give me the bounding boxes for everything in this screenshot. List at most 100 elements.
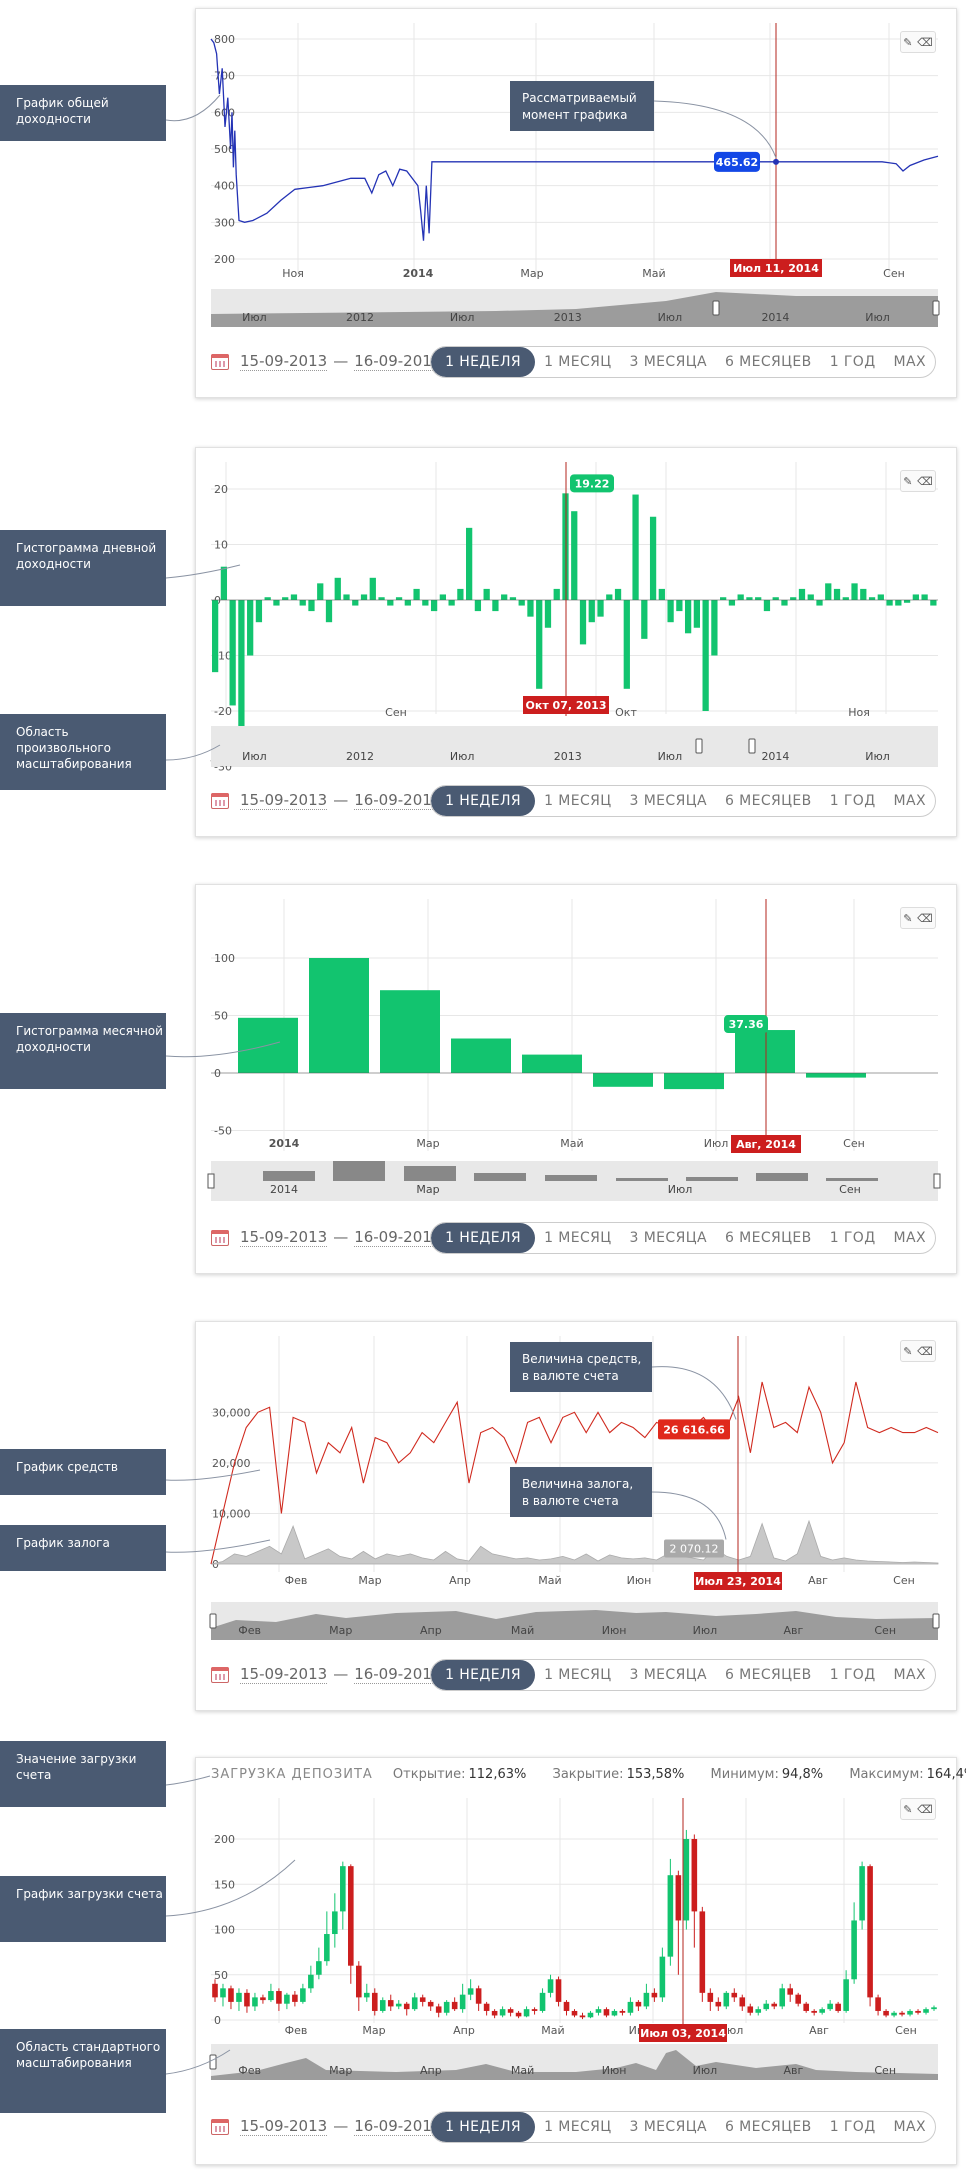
period-max[interactable]: MAX <box>893 2119 926 2135</box>
date-from[interactable]: 15-09-2013 <box>240 2117 328 2136</box>
date-from[interactable]: 15-09-2013 <box>240 791 328 810</box>
navigator-label: Июл <box>865 750 890 763</box>
callout-text: Гистограмма месячной доходности <box>16 1024 163 1054</box>
calendar-icon[interactable] <box>211 1667 229 1683</box>
period-6-months[interactable]: 6 МЕСЯЦЕВ <box>724 793 812 809</box>
candle-body <box>316 1961 322 1975</box>
period-1-year[interactable]: 1 ГОД <box>829 354 876 370</box>
period-6-months[interactable]: 6 МЕСЯЦЕВ <box>724 1667 812 1683</box>
period-1-year[interactable]: 1 ГОД <box>829 1230 876 1246</box>
date-from[interactable]: 15-09-2013 <box>240 1665 328 1684</box>
calendar-icon[interactable] <box>211 1230 229 1246</box>
eraser-icon[interactable]: ⌫ <box>917 35 933 49</box>
chart-footer: 15-09-2013 — 16-09-2014 1 НЕДЕЛЯ 1 МЕСЯЦ 3 М… <box>211 784 936 817</box>
deposit-load-chart[interactable]: 200 150 100 50 0 Фев Мар Апр Май Июн Июл Авг Сен Июл … <box>196 1758 958 2118</box>
period-1-month[interactable]: 1 МЕСЯЦ <box>544 1667 612 1683</box>
candle-body <box>595 2009 602 2013</box>
x-tick-label: Фев <box>285 2024 308 2037</box>
candle-body <box>547 1979 554 1993</box>
funds-chart[interactable]: 30,000 20,000 10,000 0 Фев Мар Апр Май Июн Июл Авг… <box>196 1322 958 1662</box>
candle-body <box>499 2009 506 2016</box>
date-from[interactable]: 15-09-2013 <box>240 1228 328 1247</box>
period-max[interactable]: MAX <box>893 1667 926 1683</box>
candle-body <box>803 2003 809 2011</box>
eraser-icon[interactable]: ⌫ <box>917 474 933 488</box>
candle-body <box>324 1934 330 1962</box>
date-to[interactable]: 16-09-2014 <box>354 1228 442 1247</box>
monthly-return-chart[interactable]: 100 50 0 -50 2014 Мар Май Июл Сен 37.36 Авг, 2014 2… <box>196 885 958 1225</box>
collateral-value-text: 2 070.12 <box>670 1543 719 1556</box>
period-1-week[interactable]: 1 НЕДЕЛЯ <box>431 1660 536 1690</box>
period-max[interactable]: MAX <box>893 1230 926 1246</box>
candle-body <box>787 1988 793 1995</box>
date-from[interactable]: 15-09-2013 <box>240 352 328 371</box>
pencil-icon[interactable]: ✎ <box>903 1802 913 1816</box>
daily-return-bar <box>334 577 341 600</box>
min-value: 94,8% <box>781 1767 824 1782</box>
period-3-months[interactable]: 3 МЕСЯЦА <box>629 1230 707 1246</box>
period-max[interactable]: MAX <box>893 793 926 809</box>
total-return-panel: 800 700 600 500 400 300 200 Ноя 2014 Мар Май Сен 465… <box>195 8 957 398</box>
period-1-month[interactable]: 1 МЕСЯЦ <box>544 2119 612 2135</box>
period-1-month[interactable]: 1 МЕСЯЦ <box>544 1230 612 1246</box>
period-1-year[interactable]: 1 ГОД <box>829 1667 876 1683</box>
open-label: Открытие: <box>392 1767 466 1782</box>
x-tick-label: Авг <box>808 1574 828 1587</box>
annotation-box <box>510 81 654 131</box>
date-to[interactable]: 16-09-2014 <box>354 2117 442 2136</box>
period-1-week[interactable]: 1 НЕДЕЛЯ <box>431 347 536 377</box>
eraser-icon[interactable]: ⌫ <box>917 911 933 925</box>
period-1-week[interactable]: 1 НЕДЕЛЯ <box>431 2112 536 2142</box>
period-1-month[interactable]: 1 МЕСЯЦ <box>544 354 612 370</box>
candle-body <box>467 1988 474 1995</box>
date-to[interactable]: 16-09-2014 <box>354 1665 442 1684</box>
period-3-months[interactable]: 3 МЕСЯЦА <box>629 1667 707 1683</box>
calendar-icon[interactable] <box>211 793 229 809</box>
daily-return-bar <box>299 600 306 606</box>
navigator-handle <box>209 1613 217 1629</box>
candle-body <box>507 2009 514 2013</box>
pencil-icon[interactable]: ✎ <box>903 1344 913 1358</box>
pencil-icon[interactable]: ✎ <box>903 911 913 925</box>
calendar-icon[interactable] <box>211 354 229 370</box>
pencil-icon[interactable]: ✎ <box>903 35 913 49</box>
calendar-icon[interactable] <box>211 2119 229 2135</box>
candle-body <box>276 1991 282 2004</box>
date-range: 15-09-2013 — 16-09-2014 <box>240 1665 442 1684</box>
date-to[interactable]: 16-09-2014 <box>354 352 442 371</box>
daily-return-bar <box>868 597 876 600</box>
period-3-months[interactable]: 3 МЕСЯЦА <box>629 793 707 809</box>
pencil-icon[interactable]: ✎ <box>903 474 913 488</box>
eraser-icon[interactable]: ⌫ <box>917 1802 933 1816</box>
daily-return-bar <box>430 600 438 612</box>
period-6-months[interactable]: 6 МЕСЯЦЕВ <box>724 1230 812 1246</box>
daily-return-bar <box>395 597 403 600</box>
period-max[interactable]: MAX <box>893 354 926 370</box>
candle-body <box>356 1965 362 1998</box>
navigator-handle <box>748 738 756 754</box>
candle-body <box>379 2000 386 2011</box>
period-1-month[interactable]: 1 МЕСЯЦ <box>544 793 612 809</box>
y-tick-label: 800 <box>214 33 235 46</box>
eraser-icon[interactable]: ⌫ <box>917 1344 933 1358</box>
daily-return-bar <box>536 600 543 689</box>
x-tick-label: Апр <box>449 1574 471 1587</box>
period-1-year[interactable]: 1 ГОД <box>829 793 876 809</box>
period-6-months[interactable]: 6 МЕСЯЦЕВ <box>724 354 812 370</box>
date-to[interactable]: 16-09-2014 <box>354 791 442 810</box>
period-6-months[interactable]: 6 МЕСЯЦЕВ <box>724 2119 812 2135</box>
period-1-year[interactable]: 1 ГОД <box>829 2119 876 2135</box>
period-1-week[interactable]: 1 НЕДЕЛЯ <box>431 1223 536 1253</box>
period-3-months[interactable]: 3 МЕСЯЦА <box>629 354 707 370</box>
daily-return-bar <box>816 600 823 606</box>
navigator-label: 2014 <box>270 1183 298 1196</box>
annotation-leader <box>651 1491 727 1540</box>
navigator-series <box>211 292 938 327</box>
daily-return-bar <box>895 600 902 606</box>
callout-text: Область стандартного масштабирования <box>16 2040 161 2070</box>
period-1-week[interactable]: 1 НЕДЕЛЯ <box>431 786 536 816</box>
period-3-months[interactable]: 3 МЕСЯЦА <box>629 2119 707 2135</box>
y-tick-label: 700 <box>214 70 235 83</box>
